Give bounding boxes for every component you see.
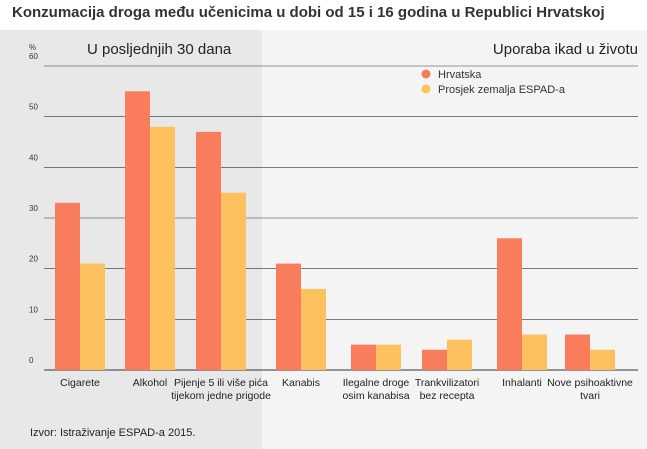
bar-espad-average-1 bbox=[80, 263, 105, 370]
category-label: Alkohol bbox=[133, 377, 167, 389]
category-label: Pijenje 5 ili više pića tijekom jedne pri… bbox=[171, 377, 271, 402]
bar-espad-average-5 bbox=[376, 344, 401, 370]
source-note: Izvor: Istraživanje ESPAD-a 2015. bbox=[30, 427, 195, 439]
bar-hrvatska-7 bbox=[497, 238, 522, 370]
bar-hrvatska-8 bbox=[565, 334, 590, 370]
y-tick-label: 40 bbox=[29, 153, 38, 162]
category-label: Ilegalne droge osim kanabisa bbox=[342, 377, 409, 402]
bar-hrvatska-4 bbox=[276, 263, 301, 370]
bar-espad-average-7 bbox=[522, 334, 547, 370]
right-panel-background bbox=[262, 30, 647, 449]
bar-hrvatska-5 bbox=[351, 344, 376, 370]
bar-hrvatska-6 bbox=[422, 349, 447, 370]
bar-hrvatska-3 bbox=[196, 131, 221, 370]
y-tick-label: 10 bbox=[29, 305, 38, 314]
bar-espad-average-3 bbox=[221, 192, 246, 370]
bar-hrvatska-2 bbox=[125, 91, 150, 370]
category-label: Trankvilizatori bez recepta bbox=[415, 377, 479, 402]
legend-label-2: Prosjek zemalja ESPAD-a bbox=[438, 84, 566, 96]
right-panel-title: Uporaba ikad u životu bbox=[493, 41, 638, 58]
bar-hrvatska-1 bbox=[55, 202, 80, 370]
bar-espad-average-2 bbox=[150, 126, 175, 370]
y-tick-label: 60 bbox=[29, 52, 38, 61]
bar-espad-average-6 bbox=[447, 339, 472, 370]
y-tick-label: 30 bbox=[29, 204, 38, 213]
legend-label-1: Hrvatska bbox=[438, 69, 482, 81]
bar-espad-average-8 bbox=[590, 349, 615, 370]
y-axis-unit-label: % bbox=[29, 43, 36, 52]
legend-marker-1 bbox=[421, 69, 431, 79]
category-label: Cigarete bbox=[60, 377, 100, 389]
left-panel-title: U posljednjih 30 dana bbox=[87, 41, 232, 58]
category-label: Inhalanti bbox=[502, 377, 542, 389]
chart-title: Konzumacija droga među učenicima u dobi … bbox=[12, 4, 605, 21]
y-tick-label: 20 bbox=[29, 255, 38, 264]
bar-espad-average-4 bbox=[301, 288, 326, 370]
category-label: Kanabis bbox=[282, 377, 320, 389]
y-tick-label: 50 bbox=[29, 103, 38, 112]
y-tick-label: 0 bbox=[29, 356, 34, 365]
legend-marker-2 bbox=[421, 84, 431, 94]
category-label: Nove psihoaktivne tvari bbox=[547, 377, 633, 402]
